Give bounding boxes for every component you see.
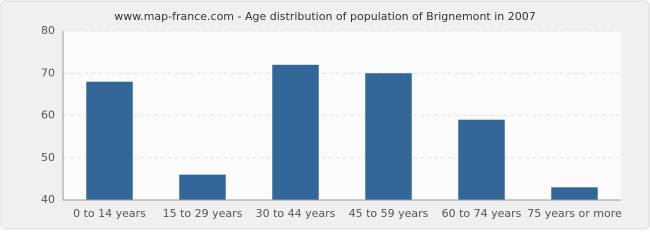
x-tick-label: 45 to 59 years [349, 207, 429, 220]
x-tick-label: 30 to 44 years [256, 207, 336, 220]
y-tick-label: 60 [41, 109, 55, 122]
chart: www.map-france.com - Age distribution of… [0, 0, 650, 230]
bar [272, 64, 319, 200]
bar [458, 119, 505, 200]
y-tick-label: 70 [41, 66, 55, 79]
bar [86, 81, 133, 200]
x-tick-label: 60 to 74 years [442, 207, 522, 220]
x-tick-label: 75 years or more [527, 207, 622, 220]
y-tick-label: 50 [41, 151, 55, 164]
y-tick-label: 80 [41, 24, 55, 37]
bar [365, 73, 412, 200]
chart-title: www.map-france.com - Age distribution of… [114, 10, 536, 23]
x-tick-label: 0 to 14 years [73, 207, 146, 220]
y-tick-label: 40 [41, 193, 55, 206]
plot-area [63, 31, 621, 200]
bar [179, 174, 226, 200]
x-tick-label: 15 to 29 years [163, 207, 243, 220]
bar [551, 187, 598, 200]
